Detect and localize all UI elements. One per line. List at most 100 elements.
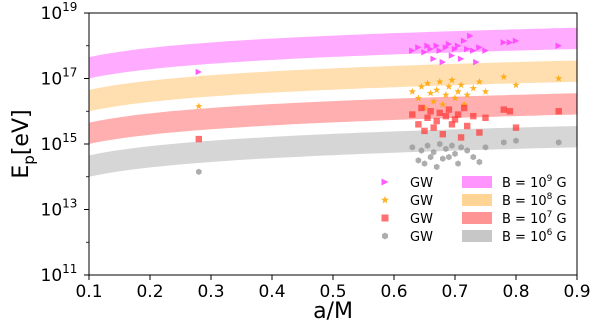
x-tick-label-2: 0.3 [197, 282, 224, 302]
point-s0-20 [473, 58, 480, 66]
point-s3-23 [555, 139, 562, 146]
point-s0-0 [195, 68, 202, 76]
point-s0-11 [445, 40, 453, 48]
point-s2-24 [512, 124, 520, 131]
point-s0-19 [470, 47, 477, 54]
point-s3-5 [424, 142, 431, 149]
legend-label-series-2: GW [410, 212, 433, 227]
band-3 [89, 126, 577, 177]
legend-label-series-3: GW [410, 230, 433, 245]
y-tick-label-1: 1013 [41, 197, 78, 221]
y-tick-label-2: 1015 [41, 131, 78, 155]
point-s0-14 [454, 42, 462, 49]
point-s0-18 [467, 32, 474, 40]
point-s2-4 [421, 127, 428, 135]
y-tick-label-3: 1017 [41, 66, 78, 90]
point-s0-6 [430, 55, 437, 63]
point-s1-8 [433, 86, 441, 94]
point-s1-15 [454, 87, 462, 95]
x-tick-label-0: 0.1 [75, 282, 102, 302]
point-s1-9 [436, 77, 444, 85]
point-s3-3 [418, 147, 425, 154]
point-s0-7 [433, 42, 440, 49]
axes-layer: 0.1 0.2 0.3 0.4 0.5 0.6 0.7 0.8 0.9 1011 1013 1015 1… [9, 0, 591, 324]
legend-label-band-2: B = 107 G [502, 210, 567, 227]
point-s0-15 [457, 55, 465, 63]
point-s2-16 [457, 134, 465, 141]
point-s3-11 [443, 145, 449, 153]
point-s2-5 [424, 114, 431, 121]
point-s1-16 [457, 81, 465, 89]
point-s3-14 [452, 150, 458, 157]
point-s1-18 [463, 91, 471, 98]
point-s2-22 [500, 106, 507, 113]
point-s1-5 [423, 79, 432, 87]
point-s2-25 [555, 108, 562, 115]
legend-marker-1 [381, 195, 389, 204]
point-s2-14 [451, 116, 459, 123]
x-tick-label-6: 0.7 [441, 282, 468, 302]
point-s0-25 [512, 37, 520, 45]
point-s3-4 [421, 160, 428, 167]
point-s2-9 [436, 109, 443, 117]
point-s1-12 [445, 82, 453, 90]
point-s1-24 [555, 74, 563, 82]
band-1 [89, 60, 577, 112]
point-s0-22 [482, 47, 489, 54]
x-tick-label-8: 0.9 [563, 282, 590, 302]
point-s1-21 [481, 87, 490, 95]
point-s3-1 [409, 144, 416, 151]
point-s0-24 [506, 39, 514, 46]
point-s1-23 [512, 81, 520, 89]
point-s2-11 [442, 112, 450, 120]
point-s0-23 [500, 39, 507, 46]
point-s1-0 [195, 102, 203, 110]
point-s1-20 [475, 77, 484, 85]
point-s2-0 [195, 135, 202, 143]
point-s0-13 [451, 45, 459, 53]
point-s3-8 [433, 163, 440, 171]
y-axis-label: Ep[eV] [9, 109, 38, 178]
legend-label-band-0: B = 109 G [502, 174, 567, 191]
y-tick-label-4: 1019 [41, 0, 78, 24]
legend-label-series-0: GW [410, 176, 433, 191]
band-2 [89, 93, 577, 144]
point-s1-7 [430, 97, 438, 105]
point-s1-13 [448, 76, 456, 84]
legend-swatch-band-2 [462, 212, 492, 224]
point-s0-3 [421, 49, 428, 56]
point-s0-4 [424, 42, 431, 49]
point-s3-2 [415, 157, 422, 164]
point-s2-2 [415, 121, 422, 128]
point-s3-20 [482, 144, 489, 151]
point-s0-16 [460, 37, 468, 45]
point-s2-7 [430, 124, 437, 131]
point-s1-14 [451, 94, 459, 102]
point-s0-26 [555, 42, 562, 49]
point-s0-17 [464, 45, 471, 53]
legend-label-band-1: B = 108 G [502, 192, 567, 209]
point-s3-9 [437, 140, 443, 148]
point-s1-1 [408, 87, 416, 95]
point-s1-19 [469, 84, 477, 92]
point-s0-21 [476, 44, 483, 51]
x-tick-label-5: 0.6 [380, 282, 407, 302]
point-s3-16 [458, 144, 464, 151]
x-axis-label: a/M [313, 299, 353, 324]
point-s1-22 [500, 73, 508, 80]
point-s2-21 [482, 114, 489, 121]
points-layer [195, 32, 563, 175]
x-tick-label-7: 0.8 [502, 282, 529, 302]
legend: GW GW GW GW B = 109 GB = 108 GB = 107 GB = 1… [381, 174, 567, 245]
point-s1-2 [414, 94, 423, 102]
point-s3-22 [513, 137, 519, 144]
legend-label-band-3: B = 106 G [502, 228, 567, 245]
point-s3-19 [476, 158, 483, 166]
legend-swatch-band-0 [462, 176, 492, 188]
point-s3-15 [455, 160, 461, 167]
legend-swatch-band-1 [462, 194, 492, 206]
point-s0-5 [427, 45, 434, 53]
point-s0-12 [448, 52, 456, 59]
point-s2-18 [464, 122, 471, 130]
point-s3-17 [464, 147, 470, 154]
